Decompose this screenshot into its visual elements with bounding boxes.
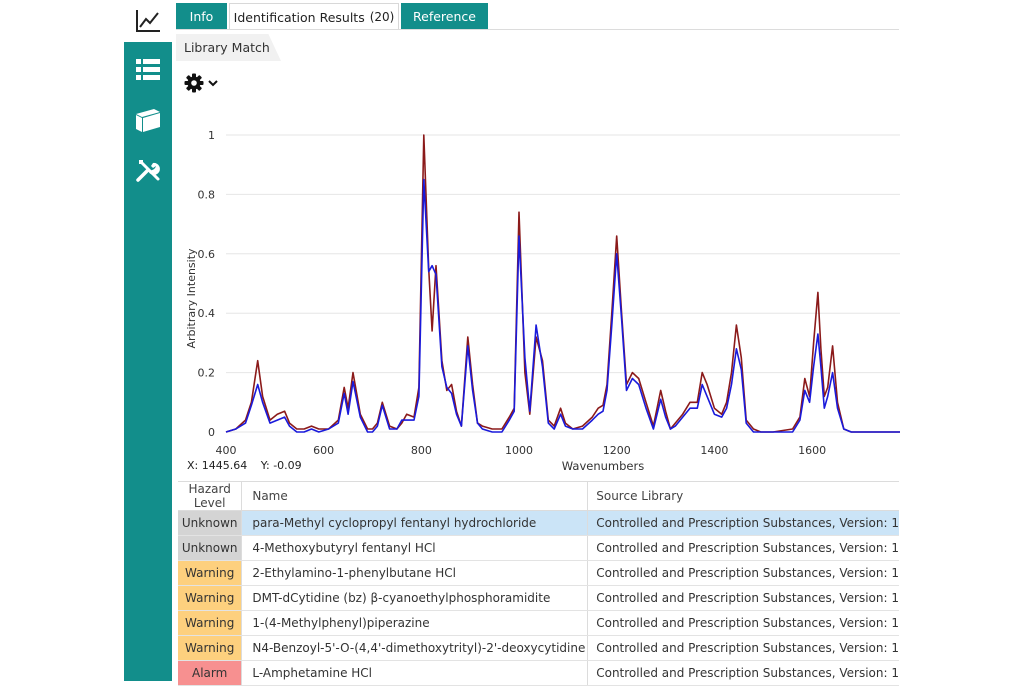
hazard-level-cell: Alarm — [178, 660, 243, 686]
table-header-row: Hazard Level Name Source Library — [178, 481, 899, 511]
cursor-y-readout: Y: -0.09 — [260, 459, 302, 472]
column-header-hazard-level[interactable]: Hazard Level — [178, 481, 243, 511]
x-tick-label: 1600 — [798, 444, 826, 457]
source-library-cell: Controlled and Prescription Substances, … — [587, 560, 899, 586]
column-header-name[interactable]: Name — [241, 481, 586, 511]
column-separator — [585, 610, 589, 636]
spectrum-series-line-2 — [225, 178, 900, 433]
table-row[interactable]: Alarm L-Amphetamine HCl Controlled and Pre… — [178, 660, 899, 686]
column-separator — [585, 481, 589, 511]
spectrum-series-line-1 — [225, 134, 900, 433]
tab-info[interactable]: Info — [176, 3, 227, 29]
tab-identification-results[interactable]: Identification Results (20) — [229, 3, 399, 30]
tab-results-count-badge: (20) — [369, 10, 395, 24]
spectrum-chart[interactable]: 0 0.2 0.4 0.6 0.8 1 400 600 800 1000 1200 1400 1600 W… — [176, 110, 900, 480]
tab-reference[interactable]: Reference — [401, 3, 488, 29]
y-tick-label: 0.2 — [198, 367, 216, 380]
y-axis-label: Arbitrary Intensity — [185, 248, 198, 349]
hazard-level-cell: Warning — [178, 635, 243, 661]
hazard-level-cell: Unknown — [178, 510, 243, 536]
substance-name-cell: para-Methyl cyclopropyl fentanyl hydroch… — [241, 510, 586, 536]
substance-name-cell: 2-Ethylamino-1-phenylbutane HCl — [241, 560, 586, 586]
tab-reference-label: Reference — [413, 8, 476, 24]
tools-icon[interactable] — [124, 148, 172, 192]
gear-icon — [184, 73, 204, 93]
hazard-level-cell: Warning — [178, 560, 243, 586]
substance-name-cell: 4-Methoxybutyryl fentanyl HCl — [241, 535, 586, 561]
library-match-label: Library Match — [184, 40, 270, 55]
x-tick-label: 1000 — [505, 444, 533, 457]
chevron-down-icon — [208, 80, 218, 87]
substance-name-cell: L-Amphetamine HCl — [241, 660, 586, 686]
source-library-cell: Controlled and Prescription Substances, … — [587, 660, 899, 686]
x-tick-label: 400 — [216, 444, 237, 457]
y-tick-label: 0.4 — [198, 307, 216, 320]
x-tick-label: 1200 — [603, 444, 631, 457]
y-tick-label: 0 — [208, 426, 215, 439]
side-nav — [124, 42, 172, 681]
tab-info-label: Info — [189, 8, 214, 24]
substance-name-cell: 1-(4-Methylphenyl)piperazine — [241, 610, 586, 636]
column-separator — [585, 510, 589, 536]
nav-chart-item[interactable] — [124, 0, 172, 42]
table-row[interactable]: Unknown 4-Methoxybutyryl fentanyl HCl Cont… — [178, 535, 899, 561]
column-separator — [585, 585, 589, 611]
source-library-cell: Controlled and Prescription Substances, … — [587, 510, 899, 536]
chart-icon[interactable] — [124, 0, 172, 42]
hazard-level-cell: Warning — [178, 610, 243, 636]
substance-name-cell: N4-Benzoyl-5'-O-(4,4'-dimethoxytrityl)-2… — [241, 635, 586, 661]
table-row[interactable]: Warning DMT-dCytidine (bz) β-cyanoethylph… — [178, 585, 899, 611]
source-library-cell: Controlled and Prescription Substances, … — [587, 635, 899, 661]
y-tick-label: 0.6 — [198, 248, 216, 261]
tab-identification-results-label: Identification Results — [233, 9, 365, 25]
x-axis-label: Wavenumbers — [562, 459, 644, 473]
table-row[interactable]: Warning 1-(4-Methylphenyl)piperazine Contr… — [178, 610, 899, 636]
x-tick-label: 1400 — [700, 444, 728, 457]
y-tick-label: 1 — [208, 129, 215, 142]
column-separator — [585, 635, 589, 661]
source-library-cell: Controlled and Prescription Substances, … — [587, 610, 899, 636]
table-row[interactable]: Warning N4-Benzoyl-5'-O-(4,4'-dimethoxytr… — [178, 635, 899, 661]
settings-menu-button[interactable] — [184, 72, 224, 94]
y-tick-label: 0.8 — [198, 188, 216, 201]
source-library-cell: Controlled and Prescription Substances, … — [587, 585, 899, 611]
column-header-source-library[interactable]: Source Library — [587, 481, 899, 511]
column-separator — [585, 560, 589, 586]
substance-name-cell: DMT-dCytidine (bz) β-cyanoethylphosphora… — [241, 585, 586, 611]
results-table: Hazard Level Name Source Library Unknown… — [178, 481, 899, 686]
source-library-cell: Controlled and Prescription Substances, … — [587, 535, 899, 561]
cursor-readout: X: 1445.64 Y: -0.09 — [187, 459, 312, 472]
cursor-x-readout: X: 1445.64 — [187, 459, 248, 472]
library-match-tab[interactable]: Library Match — [176, 34, 281, 61]
column-separator — [585, 535, 589, 561]
x-tick-label: 800 — [411, 444, 432, 457]
tab-divider — [176, 29, 899, 30]
library-book-icon[interactable] — [124, 98, 172, 142]
hazard-level-cell: Warning — [178, 585, 243, 611]
table-row[interactable]: Unknown para-Methyl cyclopropyl fentanyl … — [178, 510, 899, 536]
x-tick-label: 600 — [313, 444, 334, 457]
hazard-level-cell: Unknown — [178, 535, 243, 561]
list-icon[interactable] — [124, 48, 172, 92]
table-row[interactable]: Warning 2-Ethylamino-1-phenylbutane HCl Co… — [178, 560, 899, 586]
